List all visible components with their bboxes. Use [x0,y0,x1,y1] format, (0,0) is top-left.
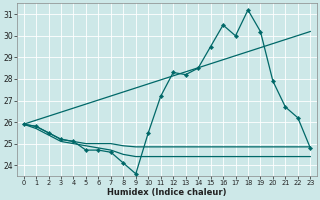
X-axis label: Humidex (Indice chaleur): Humidex (Indice chaleur) [107,188,227,197]
